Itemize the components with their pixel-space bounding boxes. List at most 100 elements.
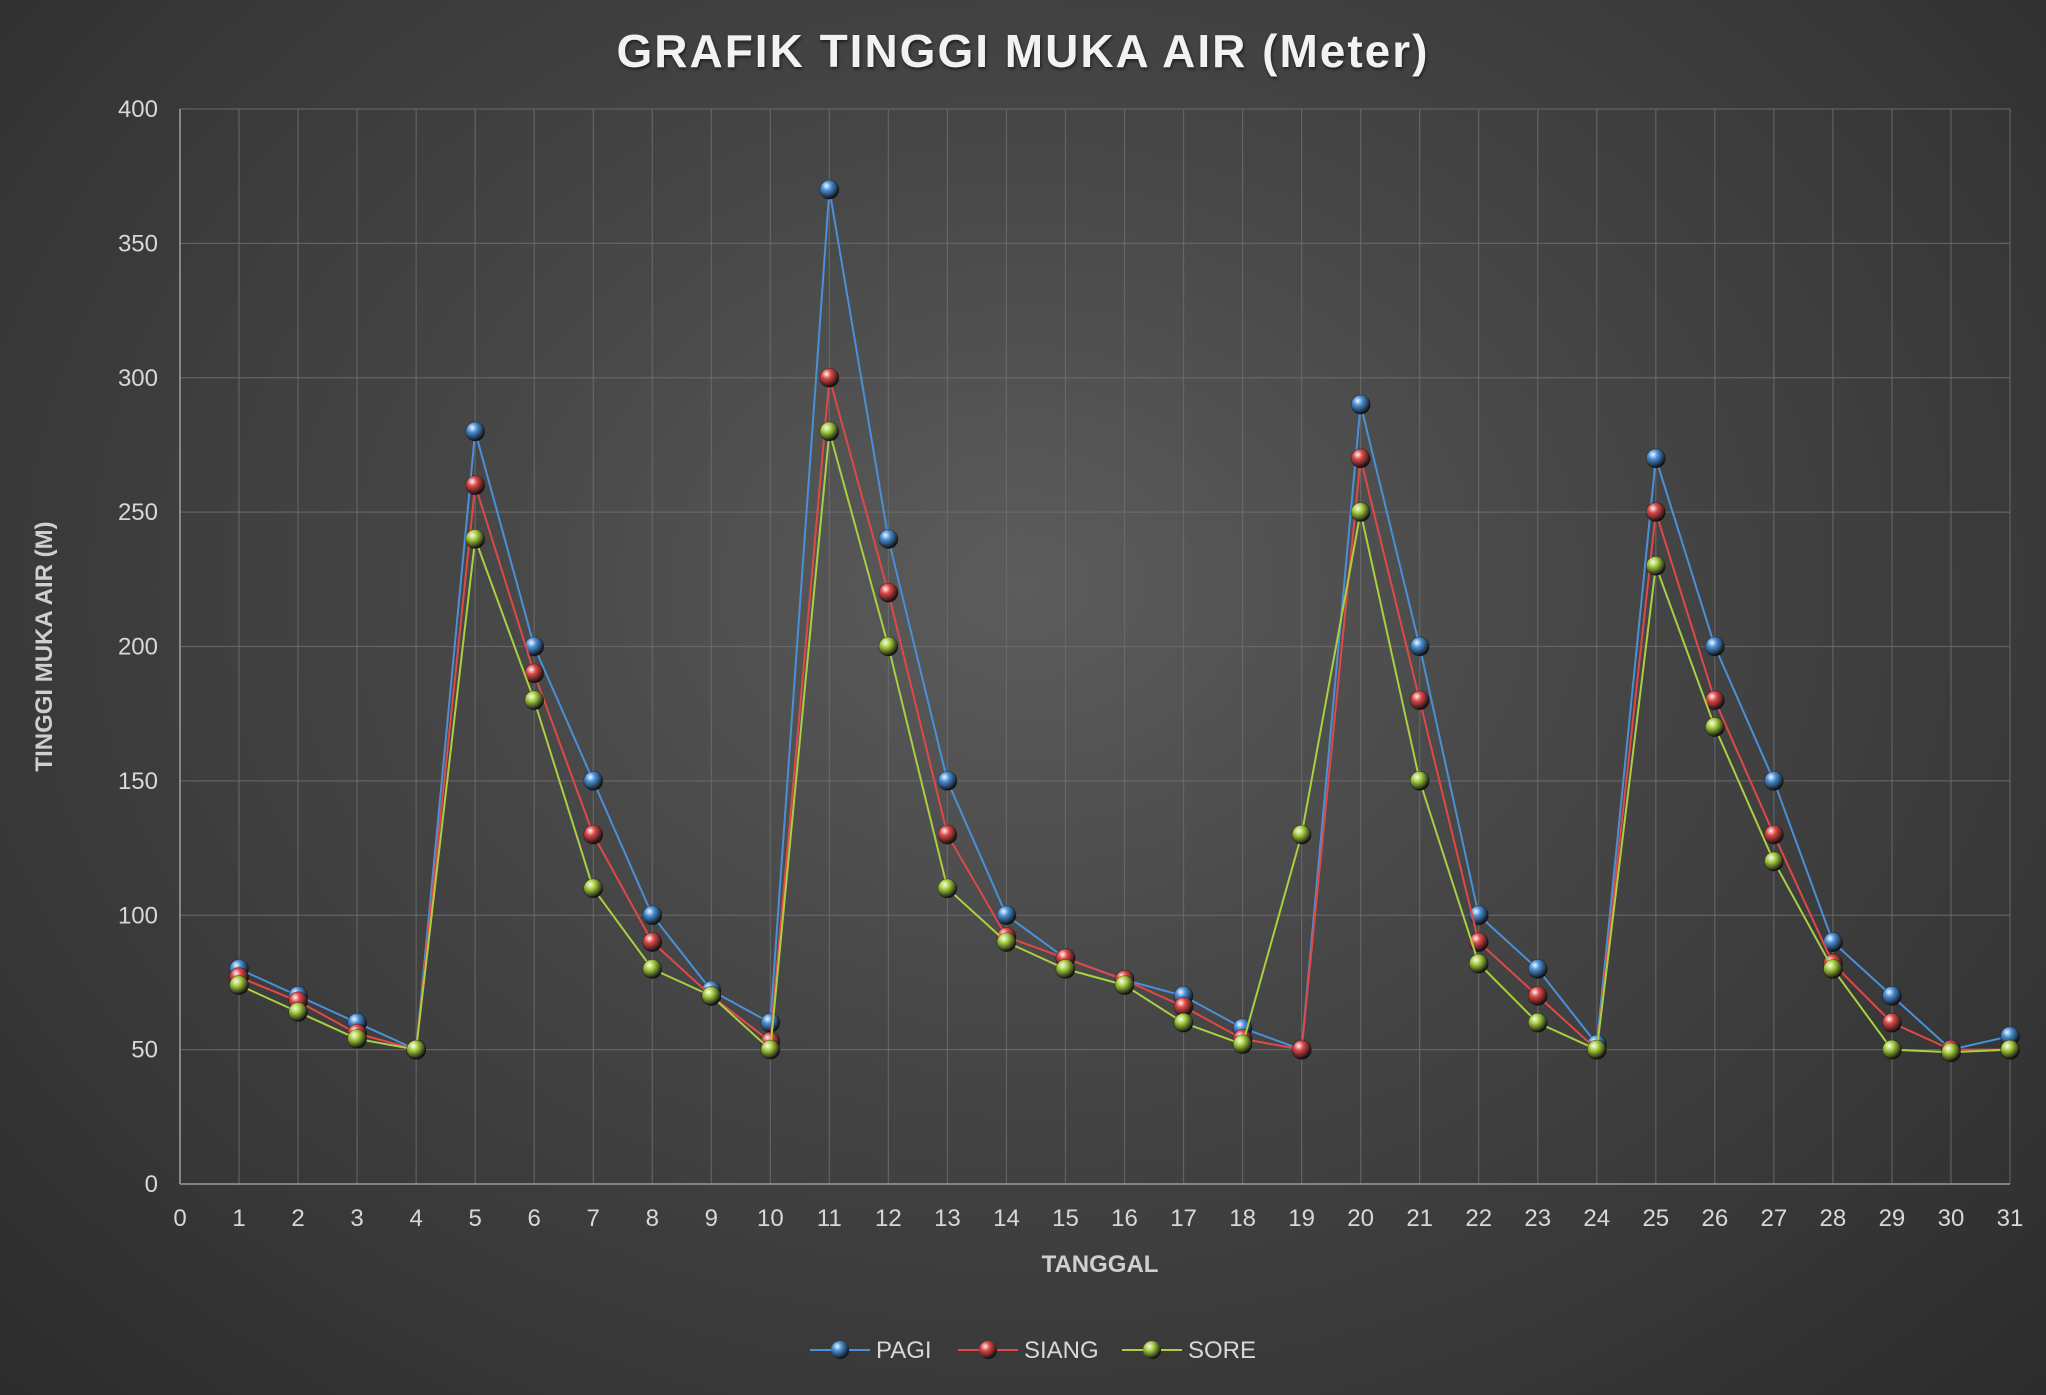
legend-label: SIANG xyxy=(1024,1337,1099,1364)
data-point-sore xyxy=(465,529,486,549)
data-point-sore xyxy=(819,421,840,442)
x-tick-label: 6 xyxy=(528,1205,541,1232)
data-point-siang xyxy=(937,824,958,845)
data-point-sore xyxy=(406,1039,427,1060)
x-tick-label: 26 xyxy=(1701,1205,1728,1232)
data-point-siang xyxy=(1763,824,1784,845)
data-point-sore xyxy=(1350,502,1371,523)
data-point-sore xyxy=(1114,975,1135,996)
x-tick-label: 21 xyxy=(1406,1205,1433,1232)
data-point-siang xyxy=(465,475,486,496)
x-tick-label: 16 xyxy=(1111,1205,1138,1232)
data-point-sore xyxy=(1763,851,1784,872)
data-point-pagi xyxy=(465,421,486,442)
x-tick-label: 18 xyxy=(1229,1205,1256,1232)
data-point-siang xyxy=(1645,502,1666,523)
x-tick-label: 1 xyxy=(232,1205,245,1232)
x-tick-label: 24 xyxy=(1583,1205,1610,1232)
x-tick-label: 12 xyxy=(875,1205,902,1232)
data-point-sore xyxy=(878,636,899,657)
data-point-sore xyxy=(1823,959,1843,979)
data-point-pagi xyxy=(760,1012,781,1033)
x-tick-label: 28 xyxy=(1820,1205,1847,1232)
data-point-sore xyxy=(642,959,663,979)
x-tick-label: 31 xyxy=(1997,1205,2024,1232)
x-tick-label: 17 xyxy=(1170,1205,1197,1232)
grid-layer xyxy=(180,108,2011,1184)
data-point-sore xyxy=(1882,1039,1902,1060)
data-point-pagi xyxy=(1350,394,1371,415)
x-tick-label: 29 xyxy=(1879,1205,1906,1232)
x-tick-label: 9 xyxy=(705,1205,718,1232)
data-point-siang xyxy=(819,367,840,388)
series-sore xyxy=(229,421,2020,1063)
x-tick-label: 11 xyxy=(817,1205,842,1232)
data-point-sore xyxy=(1527,1012,1548,1033)
x-tick-label: 27 xyxy=(1761,1205,1788,1232)
x-tick-label: 5 xyxy=(468,1205,481,1232)
y-tick-label: 400 xyxy=(118,96,158,123)
y-tick-label: 250 xyxy=(118,499,158,526)
y-axis-title: TINGGI MUKA AIR (M) xyxy=(31,521,58,771)
x-tick-label: 7 xyxy=(587,1205,600,1232)
data-point-pagi xyxy=(1645,448,1666,469)
legend-marker xyxy=(1143,1341,1161,1359)
data-point-sore xyxy=(1645,555,1666,576)
data-point-pagi xyxy=(1704,636,1725,657)
data-point-pagi xyxy=(642,905,663,926)
data-point-sore xyxy=(1232,1034,1253,1055)
data-point-sore xyxy=(1586,1039,1607,1060)
data-point-sore xyxy=(1941,1042,1961,1063)
x-tick-label: 19 xyxy=(1288,1205,1315,1232)
x-axis-title: TANGGAL xyxy=(1042,1251,1159,1278)
x-tick-label: 13 xyxy=(934,1205,961,1232)
y-tick-label: 150 xyxy=(118,768,158,795)
data-point-siang xyxy=(878,582,899,603)
data-point-pagi xyxy=(996,905,1017,926)
data-point-sore xyxy=(1173,1012,1194,1033)
x-tick-label: 14 xyxy=(993,1205,1020,1232)
y-tick-label: 350 xyxy=(118,230,158,257)
legend: PAGI SIANG SORE xyxy=(810,1337,1256,1364)
data-point-sore xyxy=(1704,717,1725,738)
data-point-sore xyxy=(701,985,722,1006)
data-point-sore xyxy=(760,1039,781,1060)
data-point-sore xyxy=(996,932,1017,953)
series-layer xyxy=(229,179,2020,1063)
data-point-siang xyxy=(642,932,663,953)
data-point-pagi xyxy=(819,179,840,200)
data-point-sore xyxy=(1055,959,1076,979)
y-tick-label: 50 xyxy=(131,1037,158,1064)
data-point-pagi xyxy=(1763,770,1784,791)
x-tick-label: 15 xyxy=(1052,1205,1079,1232)
data-point-pagi xyxy=(1882,985,1902,1006)
data-point-pagi xyxy=(1527,959,1548,979)
x-tick-label: 20 xyxy=(1347,1205,1374,1232)
data-point-sore xyxy=(583,878,604,899)
legend-label: SORE xyxy=(1188,1337,1256,1364)
legend-item-pagi: PAGI xyxy=(810,1337,932,1364)
x-tick-label: 3 xyxy=(350,1205,363,1232)
data-point-sore xyxy=(229,975,249,996)
data-point-siang xyxy=(1291,1039,1312,1060)
x-tick-label: 0 xyxy=(173,1205,186,1232)
data-point-siang xyxy=(583,824,604,845)
data-point-sore xyxy=(288,1002,308,1022)
data-point-sore xyxy=(1409,770,1430,791)
y-tick-label: 100 xyxy=(118,902,158,929)
data-point-siang xyxy=(1882,1012,1902,1033)
x-tick-label: 10 xyxy=(757,1205,784,1232)
x-tick-label: 2 xyxy=(291,1205,304,1232)
x-tick-label: 8 xyxy=(646,1205,659,1232)
legend-marker xyxy=(831,1341,849,1359)
data-point-pagi xyxy=(937,770,958,791)
chart-title: GRAFIK TINGGI MUKA AIR (Meter) xyxy=(616,25,1430,77)
x-tick-label: 30 xyxy=(1938,1205,1965,1232)
data-point-sore xyxy=(1291,824,1312,845)
data-point-pagi xyxy=(583,770,604,791)
y-tick-label: 0 xyxy=(145,1171,158,1198)
data-point-pagi xyxy=(878,529,899,549)
data-point-sore xyxy=(1468,953,1489,974)
